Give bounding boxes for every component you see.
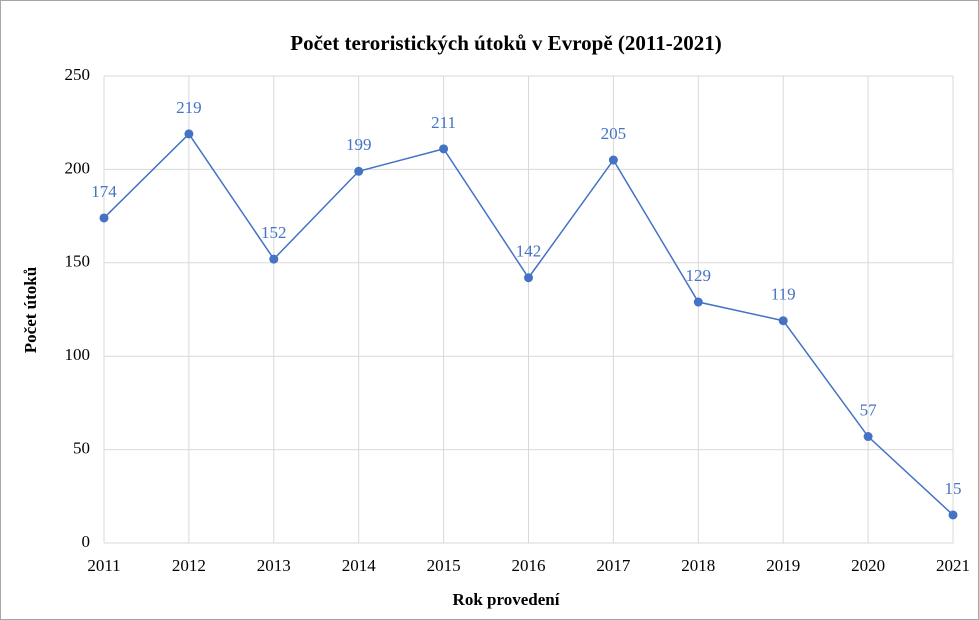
chart-title: Počet teroristických útoků v Evropě (201… [290,31,721,55]
data-point [948,510,958,520]
x-tick-label: 2021 [936,556,970,575]
data-point [778,316,788,326]
data-label: 119 [771,285,796,304]
data-label: 142 [516,242,542,261]
x-tick-label: 2020 [851,556,885,575]
y-tick-label: 200 [65,158,91,177]
x-tick-label: 2011 [87,556,120,575]
data-point [439,144,449,154]
data-label: 219 [176,98,202,117]
data-point [99,213,109,223]
data-point [354,166,364,176]
data-point [269,254,279,264]
data-label: 57 [860,400,878,419]
x-tick-label: 2014 [342,556,377,575]
y-tick-label: 150 [65,252,91,271]
x-tick-label: 2017 [596,556,631,575]
x-tick-label: 2016 [512,556,546,575]
data-label: 152 [261,223,287,242]
data-label: 129 [686,266,712,285]
data-point [863,432,873,442]
data-label: 15 [945,479,962,498]
data-point [608,155,618,165]
data-point [184,129,194,139]
x-tick-label: 2018 [681,556,715,575]
x-tick-label: 2019 [766,556,800,575]
data-point [524,273,533,283]
data-label: 211 [431,113,456,132]
y-tick-label: 250 [65,65,91,84]
data-label: 174 [91,182,117,201]
x-axis-label: Rok provedení [453,590,560,609]
y-axis-label: Počet útoků [21,267,40,353]
x-tick-label: 2013 [257,556,291,575]
data-point [693,297,703,307]
y-tick-label: 100 [65,345,91,364]
data-label: 205 [601,124,627,143]
x-tick-label: 2012 [172,556,206,575]
y-tick-label: 50 [73,439,90,458]
x-tick-label: 2015 [427,556,461,575]
y-tick-label: 0 [82,532,91,551]
data-label: 199 [346,135,372,154]
